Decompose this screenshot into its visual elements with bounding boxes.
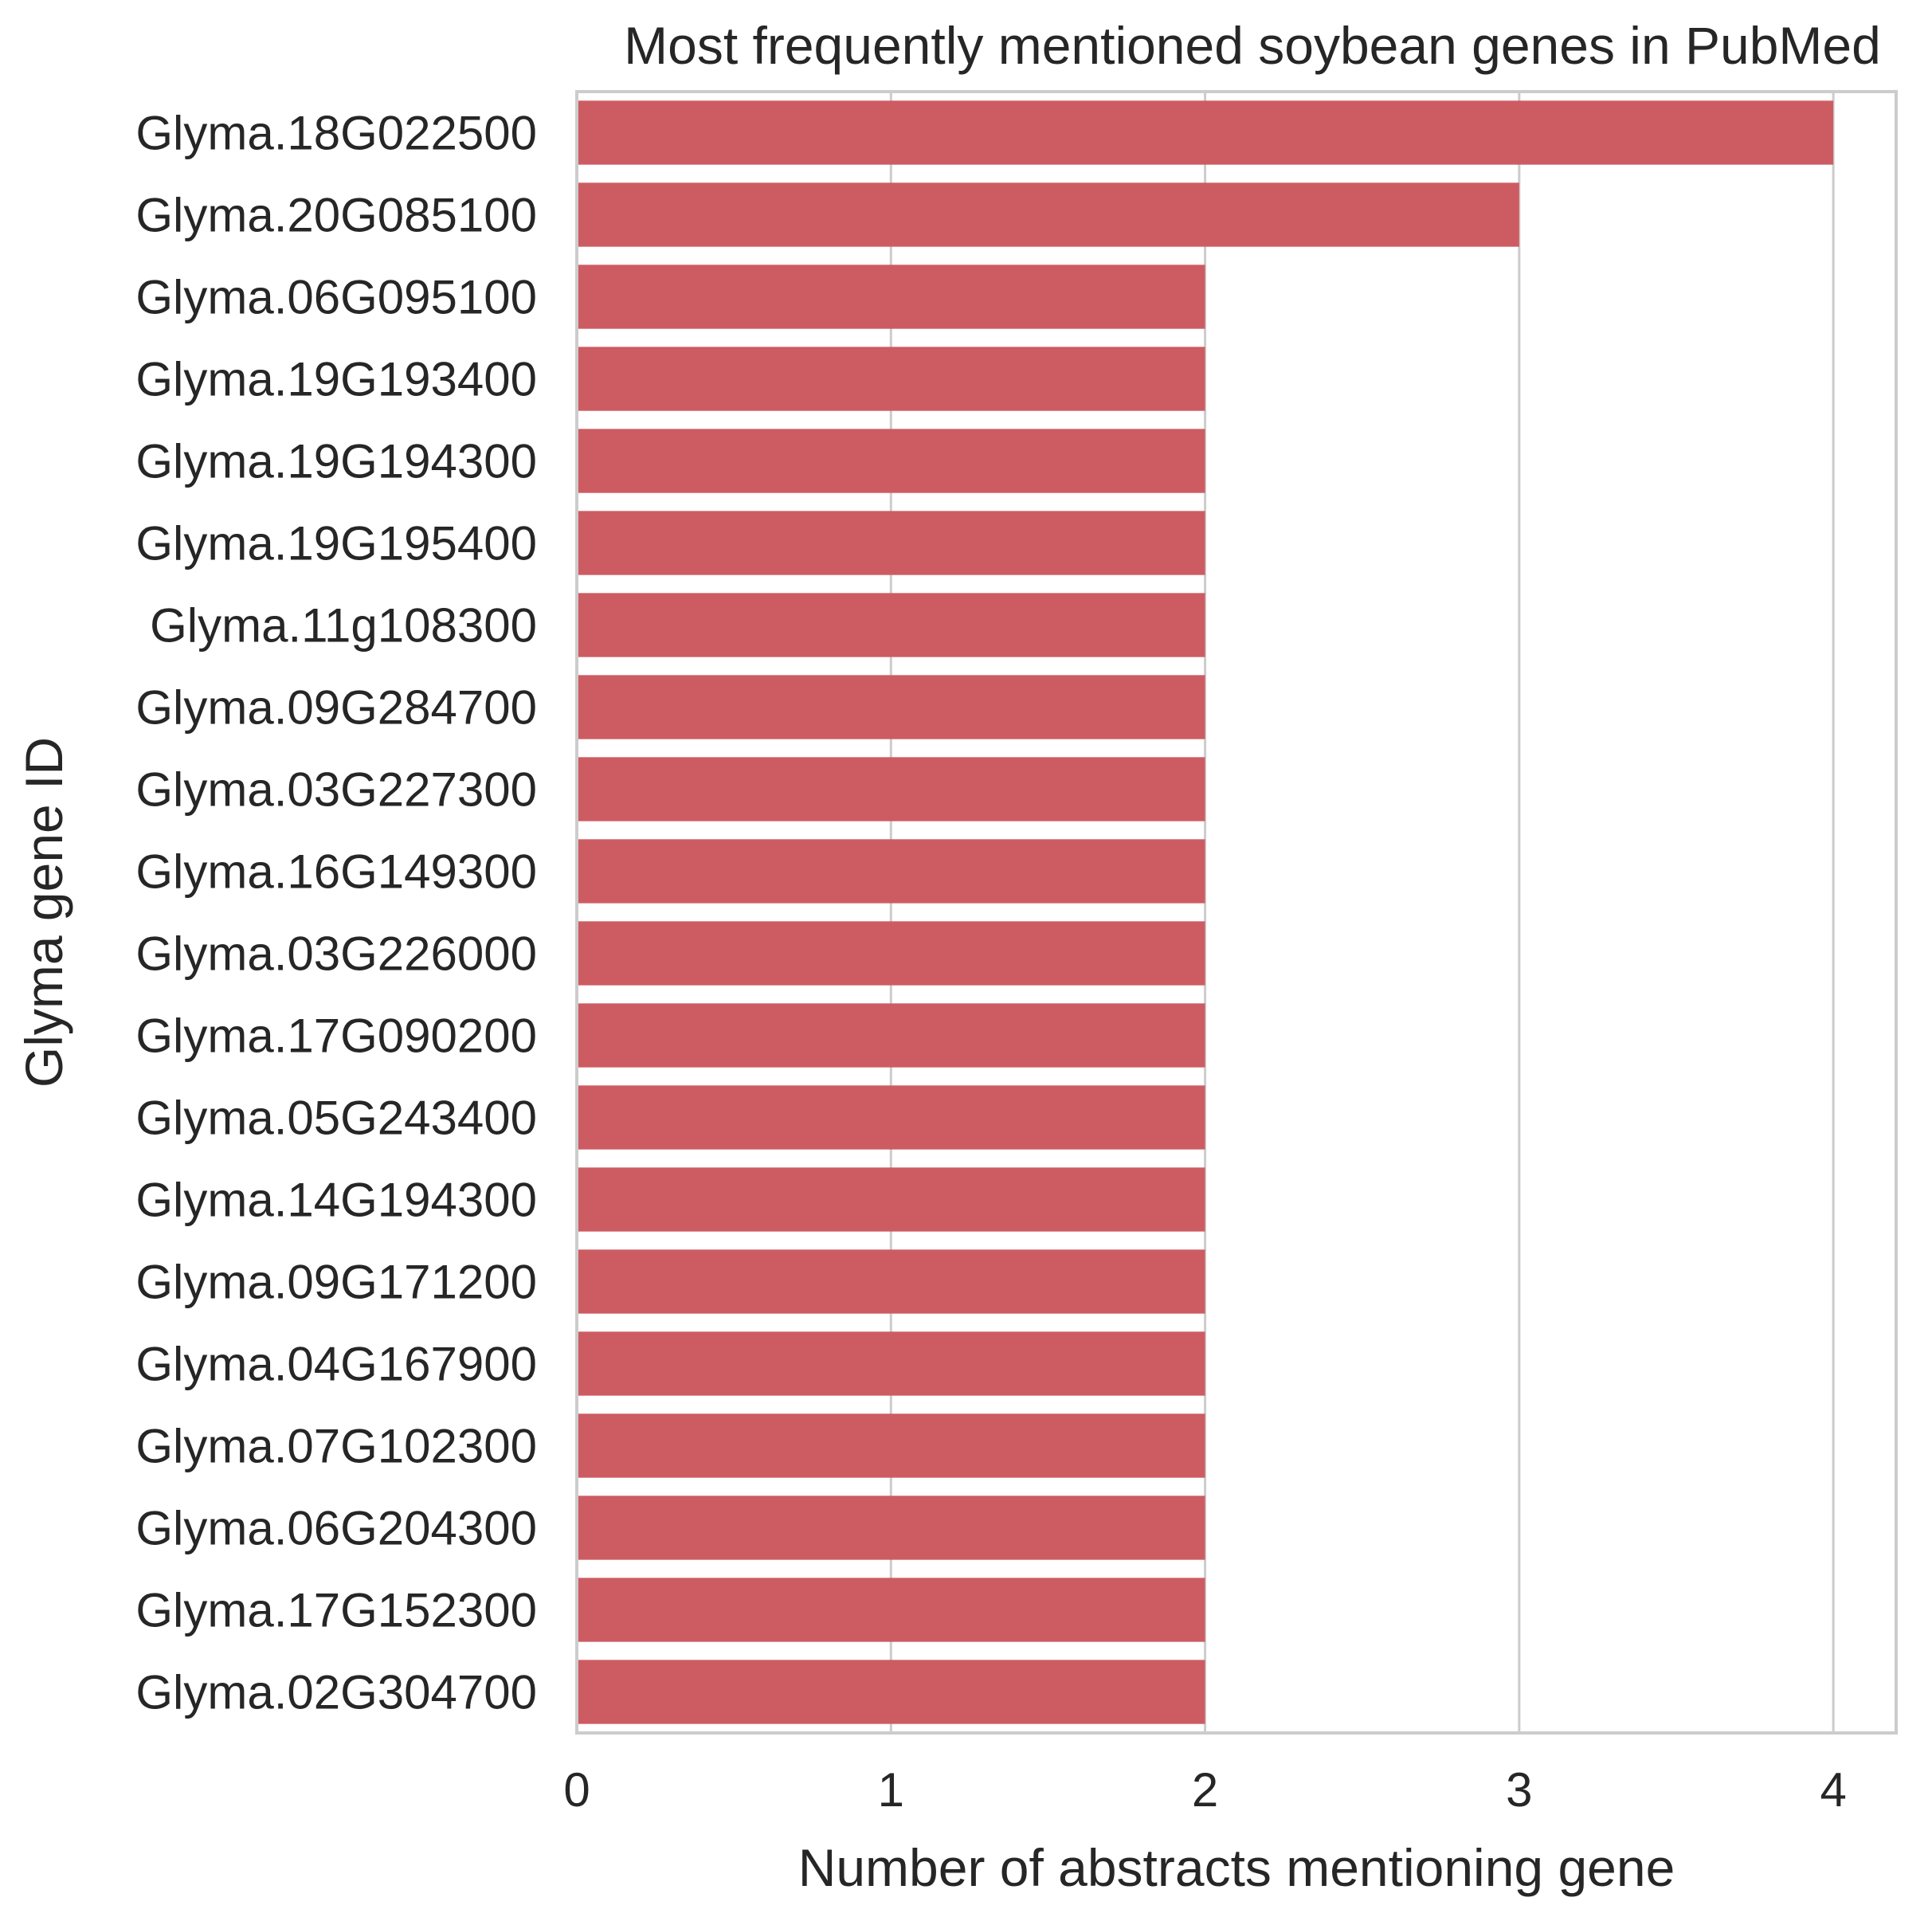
x-axis-label: Number of abstracts mentioning gene <box>798 1838 1675 1897</box>
bar <box>578 1578 1205 1642</box>
bar <box>578 511 1205 575</box>
bar <box>578 1331 1205 1396</box>
bar <box>578 1413 1205 1478</box>
y-tick-label: Glyma.03G226000 <box>135 927 537 981</box>
y-tick-label: Glyma.17G090200 <box>135 1009 537 1063</box>
bar <box>578 100 1834 165</box>
bar <box>578 1167 1205 1232</box>
y-tick-label: Glyma.09G171200 <box>135 1256 537 1309</box>
y-tick-label: Glyma.16G149300 <box>135 845 537 899</box>
bar <box>578 1660 1205 1724</box>
y-tick-label: Glyma.19G193400 <box>135 353 537 406</box>
y-tick-label: Glyma.19G195400 <box>135 517 537 570</box>
bar <box>578 593 1205 657</box>
bar <box>578 1496 1205 1560</box>
x-tick-label: 0 <box>563 1763 590 1817</box>
bar <box>578 265 1205 329</box>
bar <box>578 1003 1205 1068</box>
bar <box>578 921 1205 986</box>
x-tick-labels: 0 1 2 3 4 <box>563 1763 1847 1817</box>
bar <box>578 1249 1205 1314</box>
bar <box>578 429 1205 493</box>
y-tick-label: Glyma.18G022500 <box>135 107 537 160</box>
y-tick-label: Glyma.05G243400 <box>135 1092 537 1145</box>
y-axis-label: Glyma gene ID <box>14 737 73 1088</box>
bar <box>578 1085 1205 1150</box>
y-tick-label: Glyma.02G304700 <box>135 1666 537 1719</box>
bar <box>578 757 1205 821</box>
y-tick-label: Glyma.06G204300 <box>135 1502 537 1555</box>
x-tick-label: 3 <box>1506 1763 1532 1817</box>
bar <box>578 675 1205 739</box>
y-tick-label: Glyma.07G102300 <box>135 1420 537 1473</box>
x-tick-label: 4 <box>1820 1763 1846 1817</box>
x-tick-label: 1 <box>878 1763 904 1817</box>
x-tick-label: 2 <box>1192 1763 1218 1817</box>
bar <box>578 182 1519 247</box>
y-tick-label: Glyma.19G194300 <box>135 435 537 488</box>
y-tick-label: Glyma.03G227300 <box>135 763 537 817</box>
y-tick-label: Glyma.06G095100 <box>135 271 537 324</box>
y-tick-label: Glyma.04G167900 <box>135 1338 537 1391</box>
bar <box>578 839 1205 904</box>
y-tick-label: Glyma.14G194300 <box>135 1174 537 1227</box>
chart-title: Most frequently mentioned soybean genes … <box>624 16 1881 75</box>
plot-frame <box>575 90 1898 1735</box>
y-tick-labels: Glyma.18G022500 Glyma.20G085100 Glyma.06G0… <box>135 107 537 1719</box>
bars <box>578 100 1834 1724</box>
bar <box>578 347 1205 411</box>
y-tick-label: Glyma.09G284700 <box>135 681 537 735</box>
y-tick-label: Glyma.11g108300 <box>150 599 537 653</box>
y-tick-label: Glyma.20G085100 <box>135 189 537 242</box>
y-tick-label: Glyma.17G152300 <box>135 1584 537 1637</box>
